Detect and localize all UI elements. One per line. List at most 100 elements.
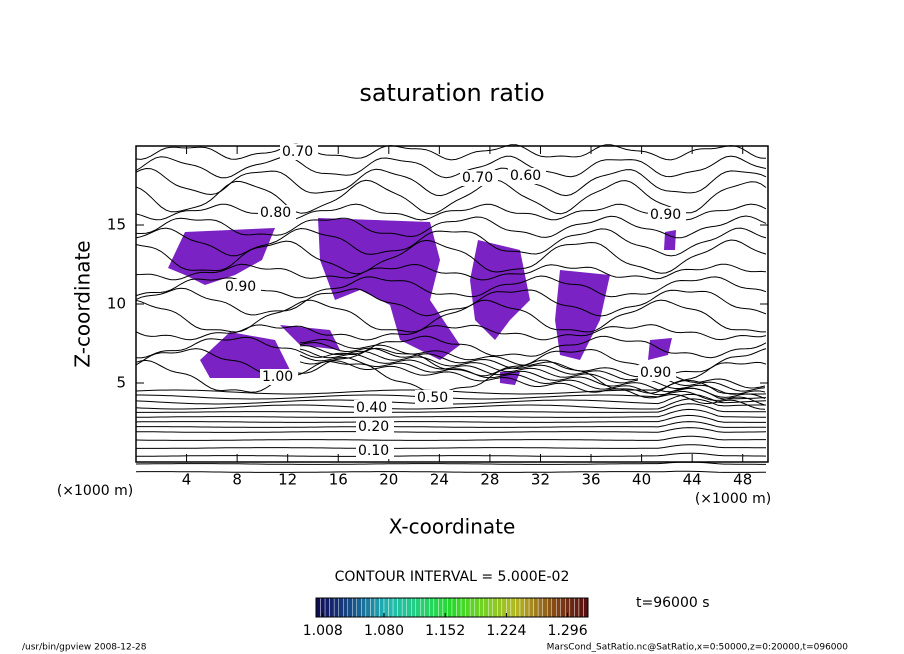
contour-line xyxy=(299,354,766,406)
contour-label: 0.70 xyxy=(282,144,313,160)
footer-left: /usr/bin/gpview 2008-12-28 xyxy=(22,643,147,653)
contour-line xyxy=(135,435,766,441)
contour-line xyxy=(135,263,767,281)
colorbar-cell xyxy=(447,597,453,618)
contour-label: 0.90 xyxy=(650,207,681,223)
contour-line xyxy=(135,470,766,473)
chart-title: saturation ratio xyxy=(359,79,544,107)
contour-label-bg xyxy=(223,279,261,295)
colorbar-cell xyxy=(501,597,507,618)
contour-label-bg xyxy=(508,168,546,184)
colorbar-cell xyxy=(574,597,580,618)
colorbar-cell xyxy=(338,597,344,618)
colorbar-cell xyxy=(474,597,480,618)
contour-label: 0.60 xyxy=(510,168,541,184)
colorbar-tick-label: 1.296 xyxy=(548,623,588,639)
contour-label-bg xyxy=(460,170,498,186)
colorbar-cell xyxy=(374,597,380,618)
colorbar-cell xyxy=(483,597,489,618)
colorbar-cell xyxy=(429,597,435,618)
contour-line xyxy=(136,444,766,449)
x-tick-label: 16 xyxy=(329,471,348,489)
contour-label: 0.70 xyxy=(462,170,493,186)
contour-label-bg xyxy=(356,419,394,435)
contour-label: 0.40 xyxy=(356,400,387,416)
colorbar-cell xyxy=(352,597,357,618)
colorbar-cell xyxy=(583,597,589,618)
colorbar-cell xyxy=(569,597,575,618)
colorbar-cell xyxy=(415,597,421,618)
contour-line xyxy=(299,348,766,400)
colorbar-cell xyxy=(560,597,566,618)
contour-label: 0.90 xyxy=(640,365,671,381)
colorbar-cell xyxy=(469,597,475,618)
colorbar-cell xyxy=(388,597,394,618)
contour-line xyxy=(135,179,767,215)
contour-label: 0.20 xyxy=(358,419,389,435)
x-tick-label: 36 xyxy=(581,471,600,489)
colorbar-tick-label: 1.008 xyxy=(303,623,343,639)
contour-label-bg xyxy=(280,144,318,160)
colorbar-cell xyxy=(547,597,552,618)
colorbar-cell xyxy=(379,597,385,618)
colorbar-cell xyxy=(438,597,444,618)
x-axis-label: X-coordinate xyxy=(389,515,516,539)
contour-line xyxy=(135,335,767,359)
contour-line xyxy=(135,227,767,257)
contour-line xyxy=(136,427,767,433)
contour-line xyxy=(135,167,767,197)
x-tick-label: 32 xyxy=(531,471,550,489)
contour-label-bg xyxy=(638,365,676,381)
contour-label: 1.00 xyxy=(262,369,293,385)
contour-line xyxy=(299,339,766,389)
contour-label-bg xyxy=(260,369,298,385)
colorbar-cell xyxy=(465,597,471,618)
colorbar-frame xyxy=(315,597,589,618)
colorbar-tick-label: 1.224 xyxy=(486,623,526,639)
colorbar-cell xyxy=(488,597,493,618)
colorbar-cell xyxy=(370,597,376,618)
contour-label: 0.90 xyxy=(225,279,256,295)
colorbar-cell xyxy=(506,597,512,618)
colorbar-cell xyxy=(401,597,407,618)
colorbar-cell xyxy=(383,597,389,618)
region xyxy=(200,332,290,378)
colorbar-cell xyxy=(329,597,335,618)
contour-line xyxy=(136,421,767,428)
contour-label: 0.50 xyxy=(417,390,448,406)
colorbar-cell xyxy=(497,597,503,618)
region xyxy=(168,228,275,285)
contour-line xyxy=(135,414,766,423)
contour-label-bg xyxy=(648,207,686,223)
colorbar-cell xyxy=(519,597,525,618)
region xyxy=(318,218,460,360)
colorbar-cell xyxy=(411,597,416,618)
region xyxy=(664,230,676,250)
colorbar-cell xyxy=(406,597,412,618)
colorbar-cell xyxy=(510,597,516,618)
contour-line xyxy=(135,299,766,333)
colorbar-cell xyxy=(365,597,371,618)
y-tick-label: 5 xyxy=(116,374,126,392)
x-tick-label: 44 xyxy=(683,471,702,489)
colorbar-cell xyxy=(361,597,367,618)
contour-label: 0.80 xyxy=(260,205,291,221)
colorbar-cell xyxy=(397,597,403,618)
region xyxy=(555,270,610,360)
x-tick-label: 20 xyxy=(379,471,398,489)
contour-label-bg xyxy=(354,400,392,416)
y-axis-label: Z-coordinate xyxy=(71,240,95,367)
colorbar: 1.008 1.080 1.152 1.224 1.296 xyxy=(303,597,589,639)
x-tick-label: 8 xyxy=(232,471,242,489)
x-tick-label: 40 xyxy=(632,471,651,489)
colorbar-cell xyxy=(315,597,321,618)
contour-line xyxy=(135,215,767,239)
x-tick-label: 24 xyxy=(430,471,449,489)
y-tick-label: 10 xyxy=(107,295,126,313)
contour-interval: CONTOUR INTERVAL = 5.000E-02 xyxy=(335,569,570,585)
colorbar-cell xyxy=(333,597,339,618)
contour-line xyxy=(136,403,766,413)
contour-label-bg xyxy=(258,205,296,221)
time-label: t=96000 s xyxy=(636,595,710,611)
